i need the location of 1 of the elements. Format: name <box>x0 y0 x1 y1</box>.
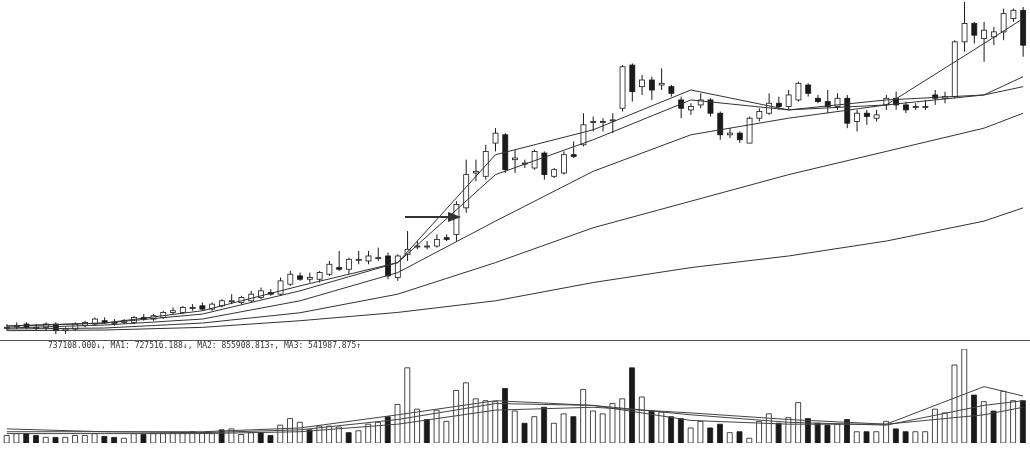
annotation: 737108.000↓, MA1: 727516.188↓, MA2: 855908.813↑, MA3: 541987.875↑ <box>48 341 362 350</box>
